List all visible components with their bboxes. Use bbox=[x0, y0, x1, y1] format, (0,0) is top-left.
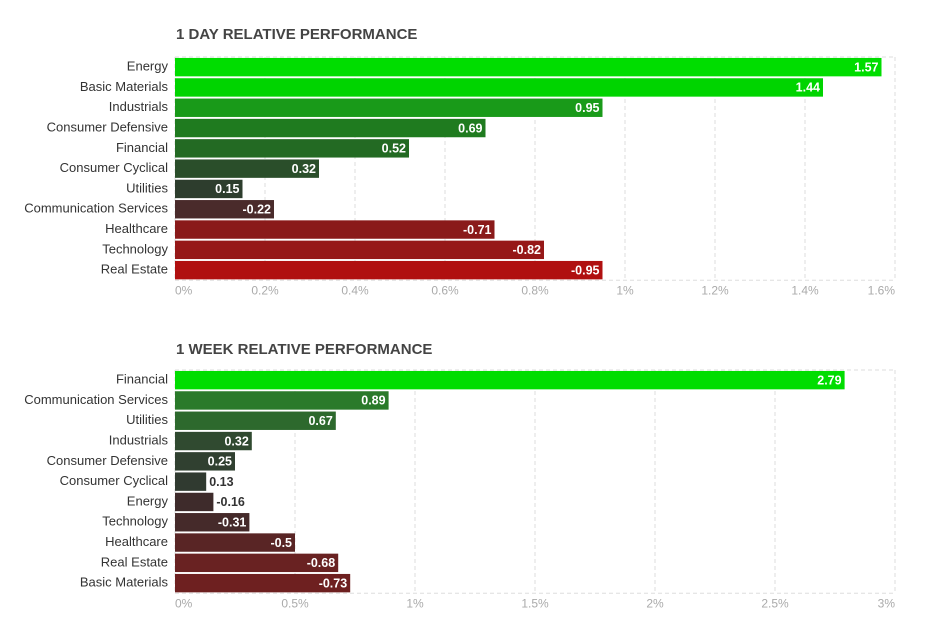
category-label: Healthcare bbox=[105, 534, 168, 549]
category-label: Financial bbox=[116, 140, 168, 155]
bar bbox=[175, 118, 486, 138]
category-label: Financial bbox=[116, 372, 168, 387]
chart-title: 1 DAY RELATIVE PERFORMANCE bbox=[176, 26, 417, 43]
bar bbox=[175, 159, 319, 178]
value-label: -0.68 bbox=[307, 556, 336, 570]
value-label: -0.82 bbox=[513, 243, 542, 257]
bar bbox=[175, 513, 250, 532]
x-tick-label: 2% bbox=[646, 596, 664, 610]
category-label: Energy bbox=[127, 493, 169, 508]
category-label: Basic Materials bbox=[80, 575, 169, 590]
category-label: Industrials bbox=[109, 99, 169, 114]
value-label: 2.79 bbox=[817, 373, 841, 387]
category-label: Consumer Cyclical bbox=[60, 473, 168, 488]
x-tick-label: 1.6% bbox=[868, 283, 896, 297]
value-label: 0.32 bbox=[224, 434, 248, 448]
category-label: Utilities bbox=[126, 412, 168, 427]
bar bbox=[175, 200, 274, 219]
category-label: Technology bbox=[102, 241, 168, 256]
bar bbox=[175, 533, 295, 552]
bar bbox=[175, 78, 823, 97]
value-label: -0.22 bbox=[243, 203, 272, 217]
value-label: -0.95 bbox=[571, 263, 600, 277]
bar bbox=[175, 492, 214, 512]
value-label: -0.31 bbox=[218, 516, 247, 530]
value-label: 0.67 bbox=[308, 414, 332, 428]
x-tick-label: 0% bbox=[175, 596, 193, 610]
bar bbox=[175, 370, 845, 390]
category-label: Utilities bbox=[126, 180, 168, 195]
chart-title: 1 WEEK RELATIVE PERFORMANCE bbox=[176, 341, 432, 358]
category-label: Basic Materials bbox=[80, 79, 169, 94]
bar bbox=[175, 391, 389, 410]
bar bbox=[175, 139, 409, 158]
value-label: 0.95 bbox=[575, 101, 599, 115]
x-tick-label: 2.5% bbox=[761, 596, 789, 610]
value-label: 1.44 bbox=[796, 81, 820, 95]
bar bbox=[175, 220, 495, 239]
category-label: Communication Services bbox=[24, 392, 168, 407]
x-tick-label: 3% bbox=[878, 596, 896, 610]
bar bbox=[175, 431, 252, 451]
category-label: Real Estate bbox=[101, 554, 168, 569]
x-tick-label: 0.4% bbox=[341, 283, 369, 297]
bar bbox=[175, 573, 351, 593]
x-tick-label: 1% bbox=[406, 596, 424, 610]
value-label: 0.52 bbox=[382, 142, 406, 156]
category-label: Communication Services bbox=[24, 201, 168, 216]
category-label: Energy bbox=[127, 59, 169, 74]
bar bbox=[175, 179, 243, 199]
value-label: 0.32 bbox=[292, 162, 316, 176]
bar bbox=[175, 452, 235, 471]
value-label: 0.89 bbox=[361, 394, 385, 408]
category-label: Consumer Defensive bbox=[47, 119, 168, 134]
category-label: Consumer Defensive bbox=[47, 453, 168, 468]
x-tick-label: 0.8% bbox=[521, 283, 549, 297]
category-label: Healthcare bbox=[105, 221, 168, 236]
x-tick-label: 1.2% bbox=[701, 283, 729, 297]
x-tick-label: 0.6% bbox=[431, 283, 459, 297]
bar bbox=[175, 260, 603, 280]
value-label: 1.57 bbox=[854, 60, 878, 74]
value-label: 0.13 bbox=[209, 475, 233, 489]
x-tick-label: 0.2% bbox=[251, 283, 279, 297]
category-label: Technology bbox=[102, 514, 168, 529]
value-label: 0.15 bbox=[215, 182, 239, 196]
bar bbox=[175, 553, 339, 573]
value-label: -0.16 bbox=[216, 495, 245, 509]
value-label: 0.25 bbox=[208, 455, 232, 469]
x-tick-label: 0.5% bbox=[281, 596, 309, 610]
category-label: Real Estate bbox=[101, 262, 168, 277]
category-label: Consumer Cyclical bbox=[60, 160, 168, 175]
x-tick-label: 1.4% bbox=[791, 283, 819, 297]
bar bbox=[175, 411, 336, 430]
bar bbox=[175, 57, 882, 77]
bar bbox=[175, 240, 544, 260]
bar bbox=[175, 98, 603, 117]
value-label: -0.71 bbox=[463, 223, 492, 237]
bar bbox=[175, 472, 207, 491]
x-tick-label: 0% bbox=[175, 283, 193, 297]
value-label: 0.69 bbox=[458, 121, 482, 135]
value-label: -0.5 bbox=[270, 536, 292, 550]
x-tick-label: 1.5% bbox=[521, 596, 549, 610]
x-tick-label: 1% bbox=[616, 283, 634, 297]
value-label: -0.73 bbox=[319, 576, 348, 590]
category-label: Industrials bbox=[109, 432, 169, 447]
